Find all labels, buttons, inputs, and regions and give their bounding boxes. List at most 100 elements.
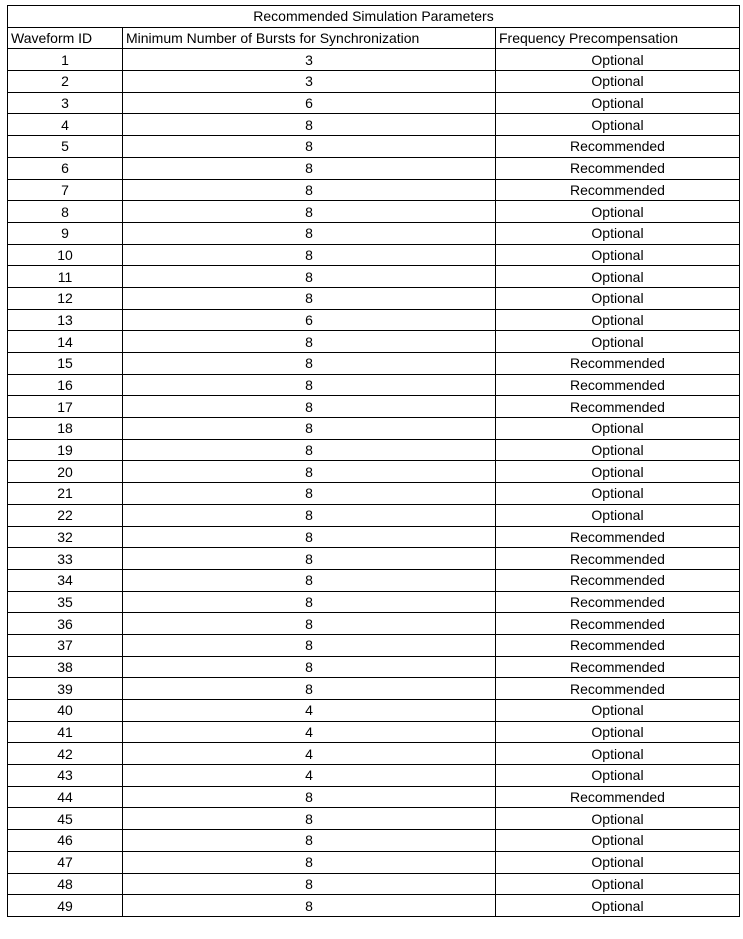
waveform-id-cell: 40	[7, 699, 123, 722]
min-bursts-cell: 8	[122, 286, 496, 310]
freq-precomp-cell: Optional	[495, 482, 740, 505]
freq-precomp-cell: Recommended	[495, 677, 740, 700]
freq-precomp-cell: Optional	[495, 200, 740, 223]
column-header-waveform-id: Waveform ID	[7, 26, 123, 50]
waveform-id-cell: 43	[7, 764, 123, 787]
table-row: 40 4 Optional	[7, 699, 740, 722]
freq-precomp-cell: Optional	[495, 764, 740, 787]
freq-precomp-cell: Recommended	[495, 633, 740, 657]
min-bursts-cell: 8	[122, 200, 496, 223]
freq-precomp-cell: Optional	[495, 438, 740, 462]
table-row: 37 8 Recommended	[7, 633, 740, 657]
freq-precomp-cell: Optional	[495, 742, 740, 766]
waveform-id-cell: 11	[7, 265, 123, 288]
min-bursts-cell: 8	[122, 373, 496, 397]
table-row: 43 4 Optional	[7, 764, 740, 787]
min-bursts-cell: 8	[122, 395, 496, 419]
waveform-id-cell: 9	[7, 221, 123, 245]
freq-precomp-cell: Optional	[495, 807, 740, 831]
min-bursts-cell: 8	[122, 178, 496, 202]
freq-precomp-cell: Optional	[495, 850, 740, 874]
min-bursts-cell: 8	[122, 829, 496, 852]
min-bursts-cell: 8	[122, 894, 496, 917]
waveform-id-cell: 36	[7, 612, 123, 635]
freq-precomp-cell: Recommended	[495, 525, 740, 549]
min-bursts-cell: 8	[122, 547, 496, 570]
column-header-freq-precomp: Frequency Precompensation	[495, 26, 740, 50]
table-row: 44 8 Recommended	[7, 785, 740, 809]
table-row: 19 8 Optional	[7, 438, 740, 462]
min-bursts-cell: 4	[122, 720, 496, 744]
table-row: 21 8 Optional	[7, 482, 740, 505]
table-row: 2 3 Optional	[7, 70, 740, 93]
table-row: 39 8 Recommended	[7, 677, 740, 700]
table-row: 38 8 Recommended	[7, 655, 740, 679]
freq-precomp-cell: Recommended	[495, 373, 740, 397]
header-row: Waveform ID Minimum Number of Bursts for…	[7, 26, 740, 50]
table-row: 11 8 Optional	[7, 265, 740, 288]
freq-precomp-cell: Optional	[495, 872, 740, 896]
min-bursts-cell: 8	[122, 482, 496, 505]
table-row: 4 8 Optional	[7, 113, 740, 137]
waveform-id-cell: 7	[7, 178, 123, 202]
min-bursts-cell: 8	[122, 503, 496, 527]
table-row: 41 4 Optional	[7, 720, 740, 744]
table-row: 42 4 Optional	[7, 742, 740, 766]
min-bursts-cell: 8	[122, 113, 496, 137]
freq-precomp-cell: Optional	[495, 70, 740, 93]
freq-precomp-cell: Optional	[495, 113, 740, 137]
waveform-id-cell: 42	[7, 742, 123, 766]
min-bursts-cell: 8	[122, 525, 496, 549]
min-bursts-cell: 4	[122, 699, 496, 722]
min-bursts-cell: 8	[122, 330, 496, 353]
min-bursts-cell: 3	[122, 70, 496, 93]
freq-precomp-cell: Recommended	[495, 568, 740, 592]
waveform-id-cell: 21	[7, 482, 123, 505]
table-row: 9 8 Optional	[7, 221, 740, 245]
freq-precomp-cell: Optional	[495, 91, 740, 115]
table-row: 6 8 Recommended	[7, 156, 740, 180]
freq-precomp-cell: Recommended	[495, 135, 740, 158]
waveform-id-cell: 14	[7, 330, 123, 353]
min-bursts-cell: 8	[122, 243, 496, 267]
min-bursts-cell: 8	[122, 568, 496, 592]
freq-precomp-cell: Recommended	[495, 547, 740, 570]
waveform-id-cell: 6	[7, 156, 123, 180]
table-row: 15 8 Recommended	[7, 352, 740, 375]
table-row: 36 8 Recommended	[7, 612, 740, 635]
min-bursts-cell: 8	[122, 221, 496, 245]
waveform-id-cell: 10	[7, 243, 123, 267]
table-row: 32 8 Recommended	[7, 525, 740, 549]
simulation-parameters-table: Recommended Simulation Parameters Wavefo…	[7, 5, 740, 917]
table-row: 46 8 Optional	[7, 829, 740, 852]
waveform-id-cell: 37	[7, 633, 123, 657]
waveform-id-cell: 8	[7, 200, 123, 223]
waveform-id-cell: 17	[7, 395, 123, 419]
min-bursts-cell: 8	[122, 785, 496, 809]
table-row: 20 8 Optional	[7, 460, 740, 484]
waveform-id-cell: 22	[7, 503, 123, 527]
waveform-id-cell: 16	[7, 373, 123, 397]
min-bursts-cell: 8	[122, 156, 496, 180]
title-row: Recommended Simulation Parameters	[7, 5, 740, 28]
freq-precomp-cell: Optional	[495, 265, 740, 288]
table-row: 14 8 Optional	[7, 330, 740, 353]
table-row: 47 8 Optional	[7, 850, 740, 874]
table-body: 1 3 Optional 2 3 Optional 3 6 Optional 4 8 Optional…	[7, 48, 740, 917]
min-bursts-cell: 8	[122, 590, 496, 614]
table-row: 33 8 Recommended	[7, 547, 740, 570]
min-bursts-cell: 3	[122, 48, 496, 72]
min-bursts-cell: 4	[122, 764, 496, 787]
min-bursts-cell: 8	[122, 655, 496, 679]
min-bursts-cell: 8	[122, 850, 496, 874]
waveform-id-cell: 5	[7, 135, 123, 158]
freq-precomp-cell: Optional	[495, 460, 740, 484]
table-row: 49 8 Optional	[7, 894, 740, 917]
min-bursts-cell: 8	[122, 438, 496, 462]
freq-precomp-cell: Optional	[495, 308, 740, 332]
freq-precomp-cell: Recommended	[495, 352, 740, 375]
waveform-id-cell: 49	[7, 894, 123, 917]
freq-precomp-cell: Recommended	[495, 590, 740, 614]
min-bursts-cell: 8	[122, 677, 496, 700]
freq-precomp-cell: Recommended	[495, 156, 740, 180]
